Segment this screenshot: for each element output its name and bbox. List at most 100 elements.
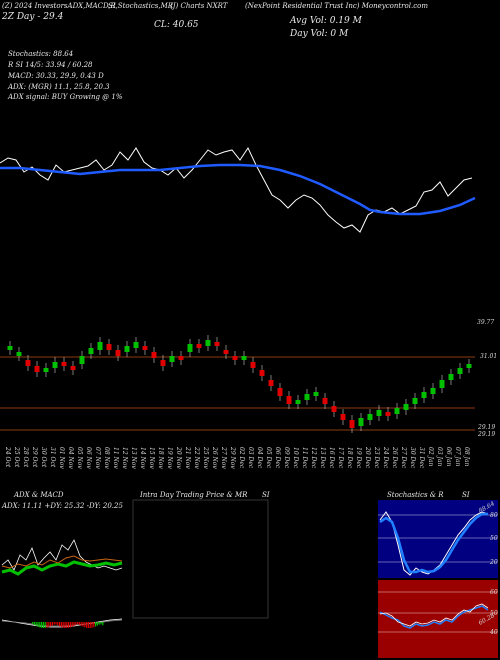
stoch-d-line: [379, 512, 488, 574]
candle-body: [385, 412, 391, 416]
candle-body: [160, 360, 166, 366]
candle-body: [7, 346, 13, 350]
adx-line: [1, 539, 123, 571]
candle-body: [124, 346, 130, 352]
date-label: 29 Oct: [31, 446, 38, 468]
date-label: 13 Dec: [319, 447, 326, 469]
date-label: 25 Oct: [13, 446, 20, 468]
date-label: 04 Nov: [67, 447, 74, 469]
date-label: 21 Nov: [184, 446, 191, 469]
stochastics-value: Stochastics: 88.64: [8, 50, 74, 58]
macd-histogram-bar: [71, 622, 73, 627]
header-close-price: CL: 40.65: [154, 20, 199, 30]
candle-body: [439, 380, 445, 388]
date-label: 06 Jan: [445, 447, 452, 467]
candle-body: [358, 418, 364, 426]
date-label: 10 Dec: [292, 447, 299, 469]
macd-histogram-bar: [91, 622, 93, 628]
intraday-chart-box: [132, 499, 269, 619]
date-label: 07 Jan: [454, 447, 461, 467]
stochastics-panel-title: Stochastics & R: [387, 491, 444, 499]
macd-histogram-bar: [77, 622, 79, 625]
rsi-line: [379, 605, 489, 629]
candle-body: [259, 370, 265, 376]
macd-histogram-bar: [68, 622, 70, 628]
macd-histogram-bar: [69, 622, 71, 628]
date-label: 17 Dec: [337, 447, 344, 469]
macd-histogram-bar: [78, 622, 80, 625]
price-level-2: 31.01: [480, 353, 497, 360]
date-label: 02 Dec: [238, 447, 245, 469]
moving-average-line: [0, 163, 476, 216]
candle-body: [241, 356, 247, 360]
rsi-tick-50: 50: [490, 610, 498, 617]
candle-body: [43, 368, 49, 372]
date-label: 19 Dec: [355, 447, 362, 469]
macd-histogram-bar: [95, 622, 97, 627]
candle-body: [322, 398, 328, 404]
stoch-tick-80: 80: [490, 512, 498, 519]
candle-body: [223, 350, 229, 354]
date-axis: 24 Oct 25 Oct 28 Oct 29 Oct 30 Oct 31 Oct 01 N…: [4, 446, 470, 469]
macd-histogram-bar: [33, 622, 35, 625]
macd-histogram-bar: [82, 622, 84, 627]
header-title-1: (Z) 2024 InvestorsADX,MACD,R: [2, 2, 116, 10]
stochastics-panel-si: SI: [462, 491, 470, 499]
macd-histogram-bar: [64, 622, 66, 628]
date-label: 03 Dec: [247, 447, 254, 469]
price-level-1: 39.77: [477, 319, 494, 326]
candle-body: [250, 362, 256, 368]
macd-histogram-bar: [57, 622, 59, 626]
date-label: 16 Dec: [328, 447, 335, 469]
macd-histogram-bar: [96, 622, 98, 626]
date-label: 31 Oct: [49, 447, 56, 468]
macd-histogram-bar: [51, 622, 53, 626]
rsi-value: R SI 14/5: 33.94 / 60.28: [8, 61, 93, 69]
rsi-panel: [378, 580, 498, 658]
candle-body: [277, 388, 283, 396]
date-label: 07 Nov: [94, 447, 101, 469]
date-label: 18 Nov: [157, 447, 164, 469]
candle-body: [367, 414, 373, 420]
date-label: 03 Jan: [436, 447, 443, 467]
candle-body: [88, 348, 94, 354]
macd-histogram-bar: [73, 622, 75, 627]
date-label: 08 Jan: [463, 447, 470, 467]
date-label: 15 Nov: [148, 447, 155, 469]
candle-body: [412, 398, 418, 404]
header-day-change: 2Z Day - 29.4: [2, 12, 64, 22]
date-label: 20 Dec: [364, 446, 371, 469]
adx-value: ADX: (MGR) 11.1, 25.8, 20.3: [8, 83, 110, 91]
header-day-volume: Day Vol: 0 M: [290, 29, 349, 39]
adx-panel-values: ADX: 11.11 +DY: 25.32 -DY: 20.25: [2, 502, 123, 510]
candle-body: [34, 366, 40, 372]
macd-histogram-bar: [32, 622, 34, 624]
date-label: 08 Nov: [103, 447, 110, 469]
candle-body: [142, 346, 148, 350]
candle-body: [16, 352, 22, 356]
date-label: 12 Dec: [310, 447, 317, 469]
macd-histogram-bar: [55, 622, 57, 625]
macd-histogram-bar: [93, 622, 95, 628]
candle-body: [268, 380, 274, 386]
macd-histogram-bar: [35, 622, 37, 626]
price-line: [0, 146, 473, 233]
candle-body: [286, 396, 292, 404]
minus-di-line: [1, 555, 123, 569]
candle-body: [394, 408, 400, 414]
macd-histogram: [32, 622, 104, 628]
date-label: 26 Dec: [391, 446, 398, 469]
macd-histogram-bar: [50, 622, 52, 627]
adx-panel: [1, 539, 123, 628]
header-title-3: (J) Charts NXRT: [170, 2, 228, 10]
candle-body: [331, 406, 337, 412]
candle-body: [178, 356, 184, 360]
candle-body: [214, 342, 220, 346]
candle-body: [97, 342, 103, 350]
macd-histogram-bar: [44, 622, 46, 628]
macd-histogram-bar: [62, 622, 64, 628]
candle-body: [340, 414, 346, 420]
candle-body: [79, 356, 85, 364]
candle-body: [25, 360, 31, 366]
